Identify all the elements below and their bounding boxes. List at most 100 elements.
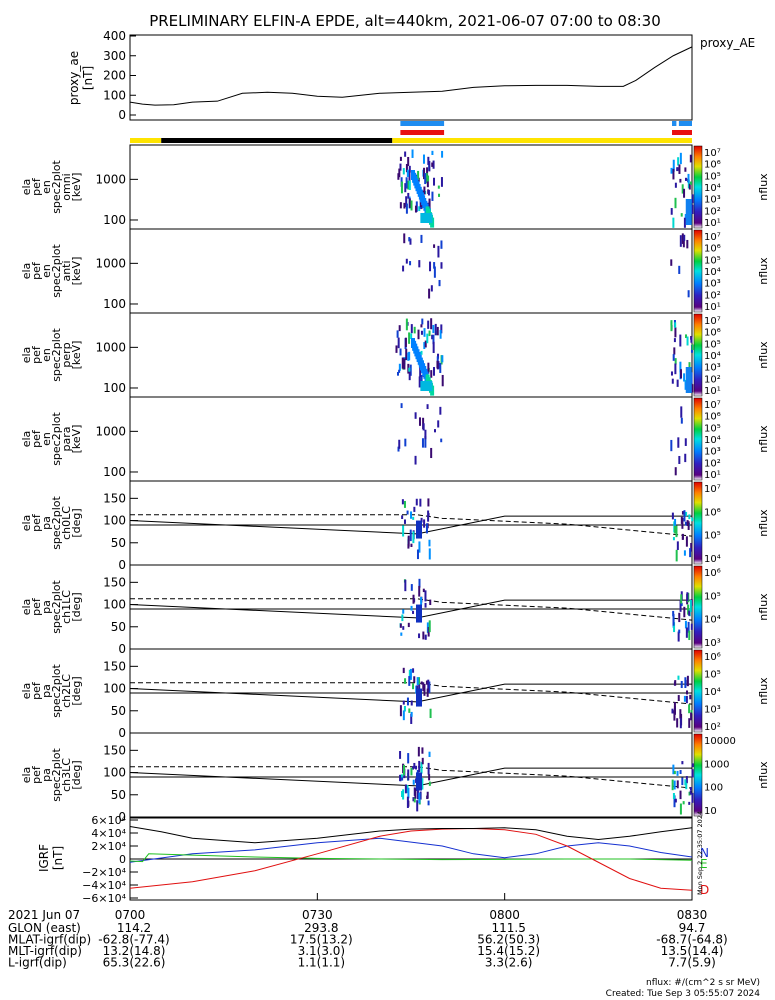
spectrogram-pixel [428, 751, 431, 757]
y-axis-label: spec2plot [50, 160, 63, 214]
spectrogram-pixel [421, 778, 424, 790]
spectrogram-pixel [439, 330, 442, 339]
y-axis-label: ch0LC [60, 506, 73, 540]
colorbar-tick-label: 1000 [704, 759, 729, 770]
spectrogram-pixel [425, 172, 428, 184]
y-axis-label: spec2plot [50, 328, 63, 382]
y-axis-label: pa [40, 768, 53, 782]
y-axis-label: pa [40, 516, 53, 530]
spectrogram-pixel [401, 790, 404, 798]
spectrogram-pixel [410, 700, 413, 706]
spectrogram-pixel [428, 330, 431, 337]
plot-title: PRELIMINARY ELFIN-A EPDE, alt=440km, 202… [149, 12, 661, 30]
legend-N: N [700, 846, 709, 860]
spectrogram-pixel [426, 333, 429, 344]
spectrogram-pixel [674, 322, 677, 328]
spectrogram-pixel [421, 757, 424, 765]
spectrogram-pixel [681, 184, 684, 194]
spectrogram-pixel [685, 334, 688, 339]
y-axis-label: pa [40, 684, 53, 698]
spectrogram-pixel [678, 164, 681, 174]
spectrogram-pixel [420, 234, 423, 243]
colorbar-tick-label: 10⁵ [704, 171, 721, 182]
spectrogram-pixel [428, 774, 431, 781]
spectrogram-pixel [678, 265, 681, 274]
spectrogram-pixel [687, 621, 690, 633]
colorbar-tick-label: 10⁶ [704, 244, 721, 255]
spectrogram-pixel [674, 525, 677, 534]
colorbar [693, 229, 703, 313]
spectrogram-pixel [672, 217, 675, 228]
orbit-date: 2021 Jun 07 [8, 908, 80, 922]
y-axis-label: pef [30, 513, 43, 532]
y-tick-label: 2×10⁴ [91, 840, 126, 853]
spectrogram-pixel [414, 412, 417, 419]
spectrogram-pixel [402, 265, 405, 272]
spectrogram-pixel [684, 677, 687, 689]
colorbar-tick-label: 10⁵ [704, 255, 721, 266]
spectrogram-pixel [673, 701, 676, 714]
spectrogram-pixel [412, 668, 415, 673]
orbit-value: 56.2(50.3) [477, 933, 540, 947]
spectrogram-pixel [418, 760, 421, 773]
spectrogram-pixel [672, 537, 675, 541]
spectrogram-pixel [401, 515, 404, 519]
y-axis-label: [nT] [81, 66, 95, 90]
y-tick-label: 0 [118, 108, 126, 122]
y-tick-label: 100 [103, 682, 126, 696]
orbit-value: 111.5 [491, 921, 525, 935]
y-axis-label: [keV] [70, 425, 83, 454]
y-tick-label: 100 [103, 514, 126, 528]
spectrogram-pixel [680, 602, 683, 606]
spectrogram-pixel [691, 194, 694, 204]
proxy-ae-panel: 0 100 200 300 400 proxy_ae [nT] proxy_AE [67, 29, 755, 122]
y-tick-label: −2×10⁴ [82, 866, 126, 879]
spectrogram-pixel [682, 235, 685, 248]
spectrogram-pixel [421, 438, 424, 448]
spectrogram-pixel [673, 347, 676, 355]
spectrogram-pixel [672, 159, 675, 172]
y-tick-label: 4×10⁴ [91, 827, 126, 840]
spectrogram-pixel [413, 326, 416, 334]
spectrogram-pixel [427, 320, 430, 329]
spectrogram-pixel [412, 797, 415, 802]
spectrogram-pixel [674, 680, 677, 686]
spectrogram-pixel [424, 340, 427, 348]
spectrogram-pixel [415, 765, 418, 770]
spectrogram-pixel [407, 622, 410, 628]
spectrogram-pixel [683, 510, 686, 522]
y-tick-label: 150 [103, 491, 126, 505]
y-axis-label: perp [60, 342, 73, 367]
y-tick-label: 100 [103, 598, 126, 612]
panel-en_spec_omni: 1001000elapefenspec2plotomni[keV]10⁷10⁶1… [20, 144, 770, 230]
igrf-series-total [129, 826, 693, 844]
spectrogram-pixel [688, 362, 691, 368]
spectrogram-pixel [679, 235, 682, 247]
spectrogram-pixel [408, 371, 411, 381]
spectrogram-pixel [683, 550, 686, 556]
colorbar-tick-label: 10² [704, 374, 721, 385]
y-axis-label: ch2LC [60, 674, 73, 708]
spectrogram-pixel [684, 167, 687, 172]
spectrogram-pixel [690, 337, 693, 343]
spectrogram-pixel [427, 498, 430, 507]
spectrogram-pixel [426, 178, 429, 188]
colorbar-tick-label: 10² [704, 290, 721, 301]
spectrogram-pixel [408, 165, 411, 173]
spectrogram-pixel [399, 156, 402, 161]
spectrogram-pixel [405, 196, 408, 208]
spectrogram-pixel [428, 198, 431, 209]
y-tick-label: 100 [103, 297, 126, 311]
spectrogram-pixel [681, 536, 684, 540]
spectrogram-pixel [406, 796, 409, 808]
spectrogram-pixel [440, 177, 443, 187]
created-note: Created: Tue Sep 3 05:55:07 2024 [606, 989, 761, 999]
colorbar [693, 565, 703, 649]
y-tick-label: 0 [118, 810, 126, 824]
spectrogram-pixel [425, 680, 428, 685]
spectrogram-pixel [688, 718, 691, 728]
colorbar-tick-label: 10⁷ [704, 316, 721, 327]
y-tick-label: 0 [118, 558, 126, 572]
spectrogram-pixel [427, 800, 430, 806]
